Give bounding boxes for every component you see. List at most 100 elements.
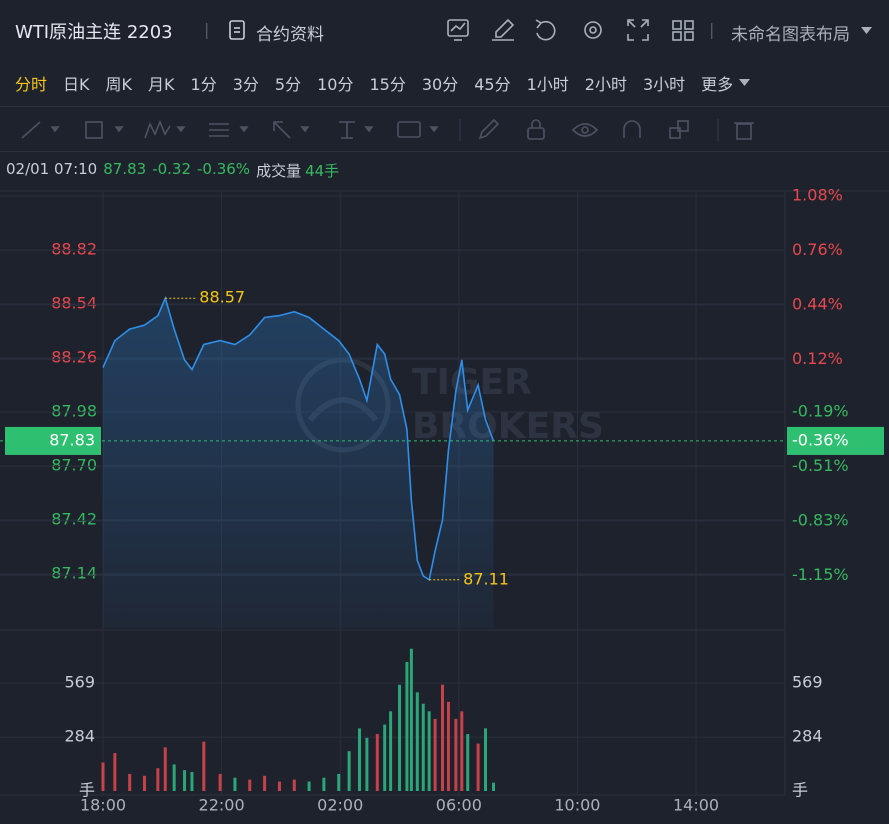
more-arrow[interactable] [739,78,751,88]
volume-bar [101,762,105,791]
volume-bar [433,718,437,791]
edit-icon[interactable] [492,18,515,41]
x-tick-label: 14:00 [673,796,719,815]
watermark-text: TIGER [412,362,532,403]
interval[interactable]: 3小时 [642,75,686,94]
last-price-tag [5,426,101,455]
settings-icon[interactable] [584,21,602,39]
measure-tool[interactable] [339,121,374,139]
volume-bar [421,703,425,791]
interval[interactable]: 1分 [190,75,217,94]
volume-bar [113,753,117,791]
y-tick-label: 88.26 [51,348,97,367]
line-tool[interactable] [21,121,60,139]
volume-bar [218,773,222,791]
interval[interactable]: 分时 [15,75,48,94]
volume-bar [357,728,361,791]
y2-tick-label: 0.12% [792,349,843,368]
volume-bar [172,764,176,791]
volume-bar [415,692,419,791]
arrow-tool[interactable] [273,121,310,139]
price-line [102,295,495,582]
interval[interactable]: 1小时 [526,75,569,94]
fib-tool[interactable] [209,123,249,137]
volume-bar [143,775,147,791]
y2-tick-label: 0.76% [792,240,843,259]
volume-bar [337,773,341,791]
contract-info[interactable]: 合约资料 [256,25,324,45]
interval-bar: 分时 日K 周K 月K 1分 3分 5分 10分 15分 30分 45分 1小时 2小时 3小时 更多 [0,60,889,106]
magnet-tool[interactable] [623,120,641,138]
extreme-label: 87.11 [463,569,509,588]
interval[interactable]: 月K [148,75,175,94]
header-icons [447,18,694,41]
volume-bar [347,751,351,791]
tool-icons [21,118,754,141]
price-area [103,298,494,628]
interval[interactable]: 周K [105,75,133,94]
undo-icon[interactable] [535,19,556,41]
interval[interactable]: 45分 [474,75,511,94]
volume-bar [375,734,379,791]
separator: | [709,20,715,39]
y2-tick-label: -0.19% [792,402,849,421]
volume-bar [460,711,464,791]
volume-bar [405,661,409,791]
x-tick-label: 10:00 [554,796,600,815]
interval[interactable]: 30分 [421,75,459,94]
volume-bar [292,779,296,791]
y2-tick-label: 0.44% [792,294,843,313]
text-tool[interactable] [397,121,439,138]
interval[interactable]: 5分 [274,75,302,94]
y-tick-label: 88.54 [51,294,97,313]
layout-icon[interactable] [672,20,694,41]
interval[interactable]: 15分 [369,75,406,94]
layout-name[interactable]: 未命名图表布局 [731,25,850,45]
chart-icon[interactable] [447,19,469,41]
volume-bar [248,779,252,791]
rect-tool[interactable] [85,121,124,139]
x-tick-label: 22:00 [199,796,245,815]
volume-bar [128,773,132,791]
price: 87.83 [103,160,147,178]
interval-list: 分时 日K 周K 月K 1分 3分 5分 10分 15分 30分 45分 1小时 2小时 3小时 更多 [15,71,749,95]
volume: 44手 [305,162,340,180]
volume-label: 成交量 [256,162,302,180]
doc-icon[interactable] [228,20,246,40]
watermark-text: BROKERS [412,406,604,447]
pattern-tool[interactable] [144,119,186,139]
volume-bar [476,743,480,791]
interval[interactable]: 10分 [317,75,354,94]
volume-bar [466,734,470,791]
volume-bar [409,648,413,791]
interval[interactable]: 更多 [701,75,734,94]
symbol[interactable]: WTI原油主连 2203 [15,22,173,43]
dropdown-icon[interactable] [861,26,873,36]
interval[interactable]: 3分 [232,75,259,94]
volume-bar [454,718,458,791]
volume-bar [441,684,445,791]
eye-tool[interactable] [571,123,599,137]
drawing-toolbar [0,106,889,152]
lock-tool[interactable] [527,119,545,140]
y-tick-label: 87.70 [51,456,97,475]
volume-bar [190,772,194,791]
last-pct-label: -0.36% [792,430,849,449]
fullscreen-icon[interactable] [627,19,649,41]
delete-tool[interactable] [734,122,754,140]
last-pct-tag [787,426,884,455]
header: WTI原油主连 2203 | 合约资料 | 未命名图表布局 [0,0,889,60]
brush-tool[interactable] [478,118,500,140]
group-tool[interactable] [669,120,689,139]
info-line: 02/01 07:10 87.83 -0.32 -0.36% 成交量 44手 [6,160,339,181]
interval[interactable]: 日K [63,75,90,94]
interval[interactable]: 2小时 [584,75,627,94]
volume-bar [383,724,387,791]
time: 02/01 07:10 [6,160,98,178]
volume-bar [156,768,160,791]
x-tick-label: 18:00 [80,796,126,815]
volume-bar [427,711,431,791]
y2-tick-label: -0.83% [792,510,849,529]
y2-tick-label: -1.15% [792,565,849,584]
